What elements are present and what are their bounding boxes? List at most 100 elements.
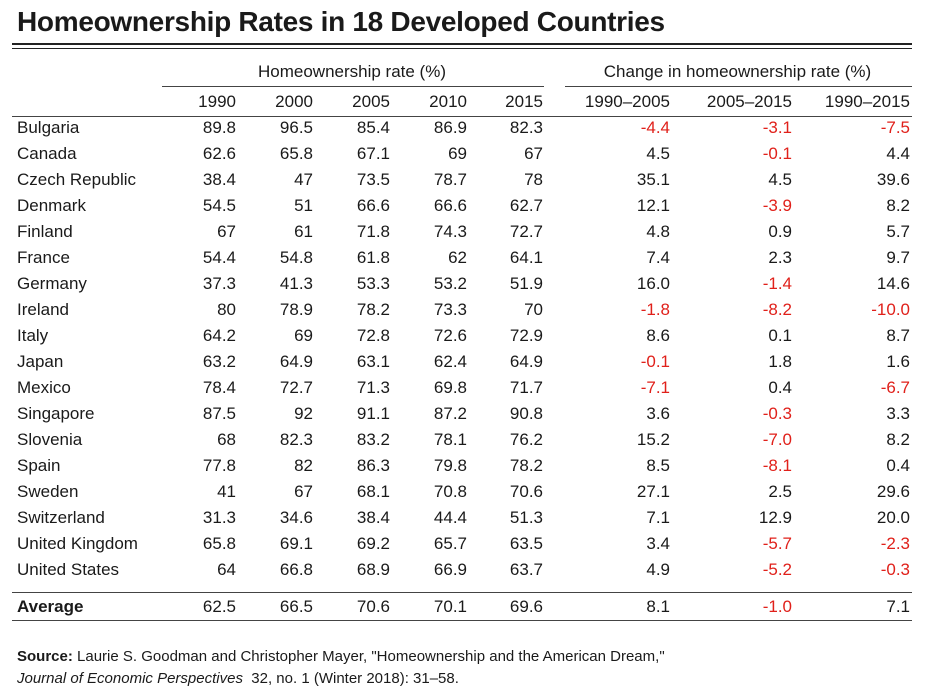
- country-name: Switzerland: [17, 508, 105, 527]
- cell-1990–2015: -6.7: [880, 378, 910, 397]
- cell-2010: 66.6: [433, 196, 467, 215]
- cell-1990–2005: 7.4: [646, 248, 670, 267]
- cell-2005: 63.1: [356, 352, 390, 371]
- cell-1990–2005: 12.1: [636, 196, 670, 215]
- table-row: Finland 67 61 71.8 74.3 72.7 4.8 0.9 5.7: [0, 221, 933, 247]
- cell-2005: 78.2: [356, 300, 390, 319]
- cell-2010: 86.9: [433, 118, 467, 137]
- cell-1990: 64: [217, 560, 236, 579]
- cell-2015: 62.7: [509, 196, 543, 215]
- cell-2015: 64.9: [509, 352, 543, 371]
- cell-2005–2015: -0.1: [762, 144, 792, 163]
- cell-2000: 72.7: [279, 378, 313, 397]
- column-header-row: 1990 2000 2005 2010 2015 1990–2005 2005–2015 19…: [0, 92, 933, 116]
- cell-2000: 69.1: [279, 534, 313, 553]
- country-name: France: [17, 248, 70, 267]
- cell-2015: 72.9: [509, 326, 543, 345]
- cell-1990–2005: 3.6: [646, 404, 670, 423]
- cell-1990: 38.4: [202, 170, 236, 189]
- country-name: Sweden: [17, 482, 79, 501]
- cell-2005–2015: 2.5: [768, 482, 792, 501]
- column-header-2005: 2005: [352, 92, 390, 111]
- source-label: Source:: [17, 648, 73, 665]
- group-header-rates: Homeownership rate (%): [257, 62, 446, 81]
- cell-1990: 62.6: [202, 144, 236, 163]
- cell-1990–2005: 35.1: [636, 170, 670, 189]
- cell-2000: 78.9: [279, 300, 313, 319]
- group-header-changes: Change in homeownership rate (%): [603, 62, 872, 81]
- cell-2005: 71.3: [356, 378, 390, 397]
- cell-1990: 62.5: [202, 597, 236, 616]
- cell-1990–2005: 15.2: [636, 430, 670, 449]
- title-rule-thick: [12, 43, 912, 45]
- country-name: Singapore: [17, 404, 95, 423]
- cell-2015: 69.6: [509, 597, 543, 616]
- cell-2000: 69: [294, 326, 313, 345]
- cell-2005–2015: -5.7: [762, 534, 792, 553]
- cell-2005–2015: -1.0: [762, 597, 792, 616]
- cell-1990–2015: 0.4: [886, 456, 910, 475]
- cell-2010: 53.2: [433, 274, 467, 293]
- column-header-rule: [12, 116, 912, 117]
- average-rule-bottom: [12, 620, 912, 621]
- source-text: Laurie S. Goodman and Christopher Mayer,…: [77, 648, 665, 665]
- cell-2010: 70.1: [433, 597, 467, 616]
- cell-2000: 66.5: [279, 597, 313, 616]
- cell-1990–2005: -7.1: [640, 378, 670, 397]
- country-name: Average: [17, 597, 84, 616]
- cell-1990–2015: 4.4: [886, 144, 910, 163]
- cell-2010: 62.4: [433, 352, 467, 371]
- cell-1990–2015: -0.3: [880, 560, 910, 579]
- cell-2010: 62: [448, 248, 467, 267]
- cell-1990–2015: -10.0: [871, 300, 910, 319]
- cell-2005: 66.6: [356, 196, 390, 215]
- cell-1990: 63.2: [202, 352, 236, 371]
- cell-2000: 47: [294, 170, 313, 189]
- cell-2005: 53.3: [356, 274, 390, 293]
- cell-2005: 67.1: [356, 144, 390, 163]
- cell-2010: 65.7: [433, 534, 467, 553]
- country-name: Italy: [17, 326, 49, 345]
- cell-1990–2015: 14.6: [876, 274, 910, 293]
- cell-2000: 66.8: [279, 560, 313, 579]
- country-name: Bulgaria: [17, 118, 80, 137]
- group-header-rates-rule: [162, 86, 544, 87]
- table-row: Italy 64.2 69 72.8 72.6 72.9 8.6 0.1 8.7: [0, 325, 933, 351]
- cell-2000: 82.3: [279, 430, 313, 449]
- cell-2005–2015: -7.0: [762, 430, 792, 449]
- cell-1990: 80: [217, 300, 236, 319]
- table-row: France 54.4 54.8 61.8 62 64.1 7.4 2.3 9.7: [0, 247, 933, 273]
- source-journal: Journal of Economic Perspectives: [17, 670, 243, 687]
- cell-2015: 51.9: [509, 274, 543, 293]
- country-name: Japan: [17, 352, 64, 371]
- country-name: United Kingdom: [17, 534, 138, 553]
- table-row: Bulgaria 89.8 96.5 85.4 86.9 82.3 -4.4 -3.1 -7.5: [0, 117, 933, 143]
- column-header-2000: 2000: [275, 92, 313, 111]
- table-row: Slovenia 68 82.3 83.2 78.1 76.2 15.2 -7.0 8.2: [0, 429, 933, 455]
- cell-2005–2015: 1.8: [768, 352, 792, 371]
- country-name: Ireland: [17, 300, 69, 319]
- cell-2005: 91.1: [356, 404, 390, 423]
- cell-2000: 54.8: [279, 248, 313, 267]
- cell-2010: 70.8: [433, 482, 467, 501]
- column-header-1990–2005: 1990–2005: [584, 92, 670, 111]
- cell-1990–2015: -7.5: [880, 118, 910, 137]
- cell-2015: 70.6: [509, 482, 543, 501]
- cell-2000: 82: [294, 456, 313, 475]
- cell-2000: 51: [294, 196, 313, 215]
- table-row: Czech Republic 38.4 47 73.5 78.7 78 35.1 4.5 39.…: [0, 169, 933, 195]
- cell-2010: 74.3: [433, 222, 467, 241]
- cell-1990: 64.2: [202, 326, 236, 345]
- table-row: Denmark 54.5 51 66.6 66.6 62.7 12.1 -3.9 8.2: [0, 195, 933, 221]
- cell-2015: 64.1: [509, 248, 543, 267]
- cell-2005: 72.8: [356, 326, 390, 345]
- cell-1990–2015: 5.7: [886, 222, 910, 241]
- cell-1990–2005: 3.4: [646, 534, 670, 553]
- table-row: Germany 37.3 41.3 53.3 53.2 51.9 16.0 -1.4 14.6: [0, 273, 933, 299]
- country-name: Slovenia: [17, 430, 83, 449]
- table-row: Sweden 41 67 68.1 70.8 70.6 27.1 2.5 29.6: [0, 481, 933, 507]
- cell-1990–2015: 39.6: [876, 170, 910, 189]
- table-row: United Kingdom 65.8 69.1 69.2 65.7 63.5 3.4 -5.…: [0, 533, 933, 559]
- cell-2015: 63.5: [509, 534, 543, 553]
- cell-2000: 61: [294, 222, 313, 241]
